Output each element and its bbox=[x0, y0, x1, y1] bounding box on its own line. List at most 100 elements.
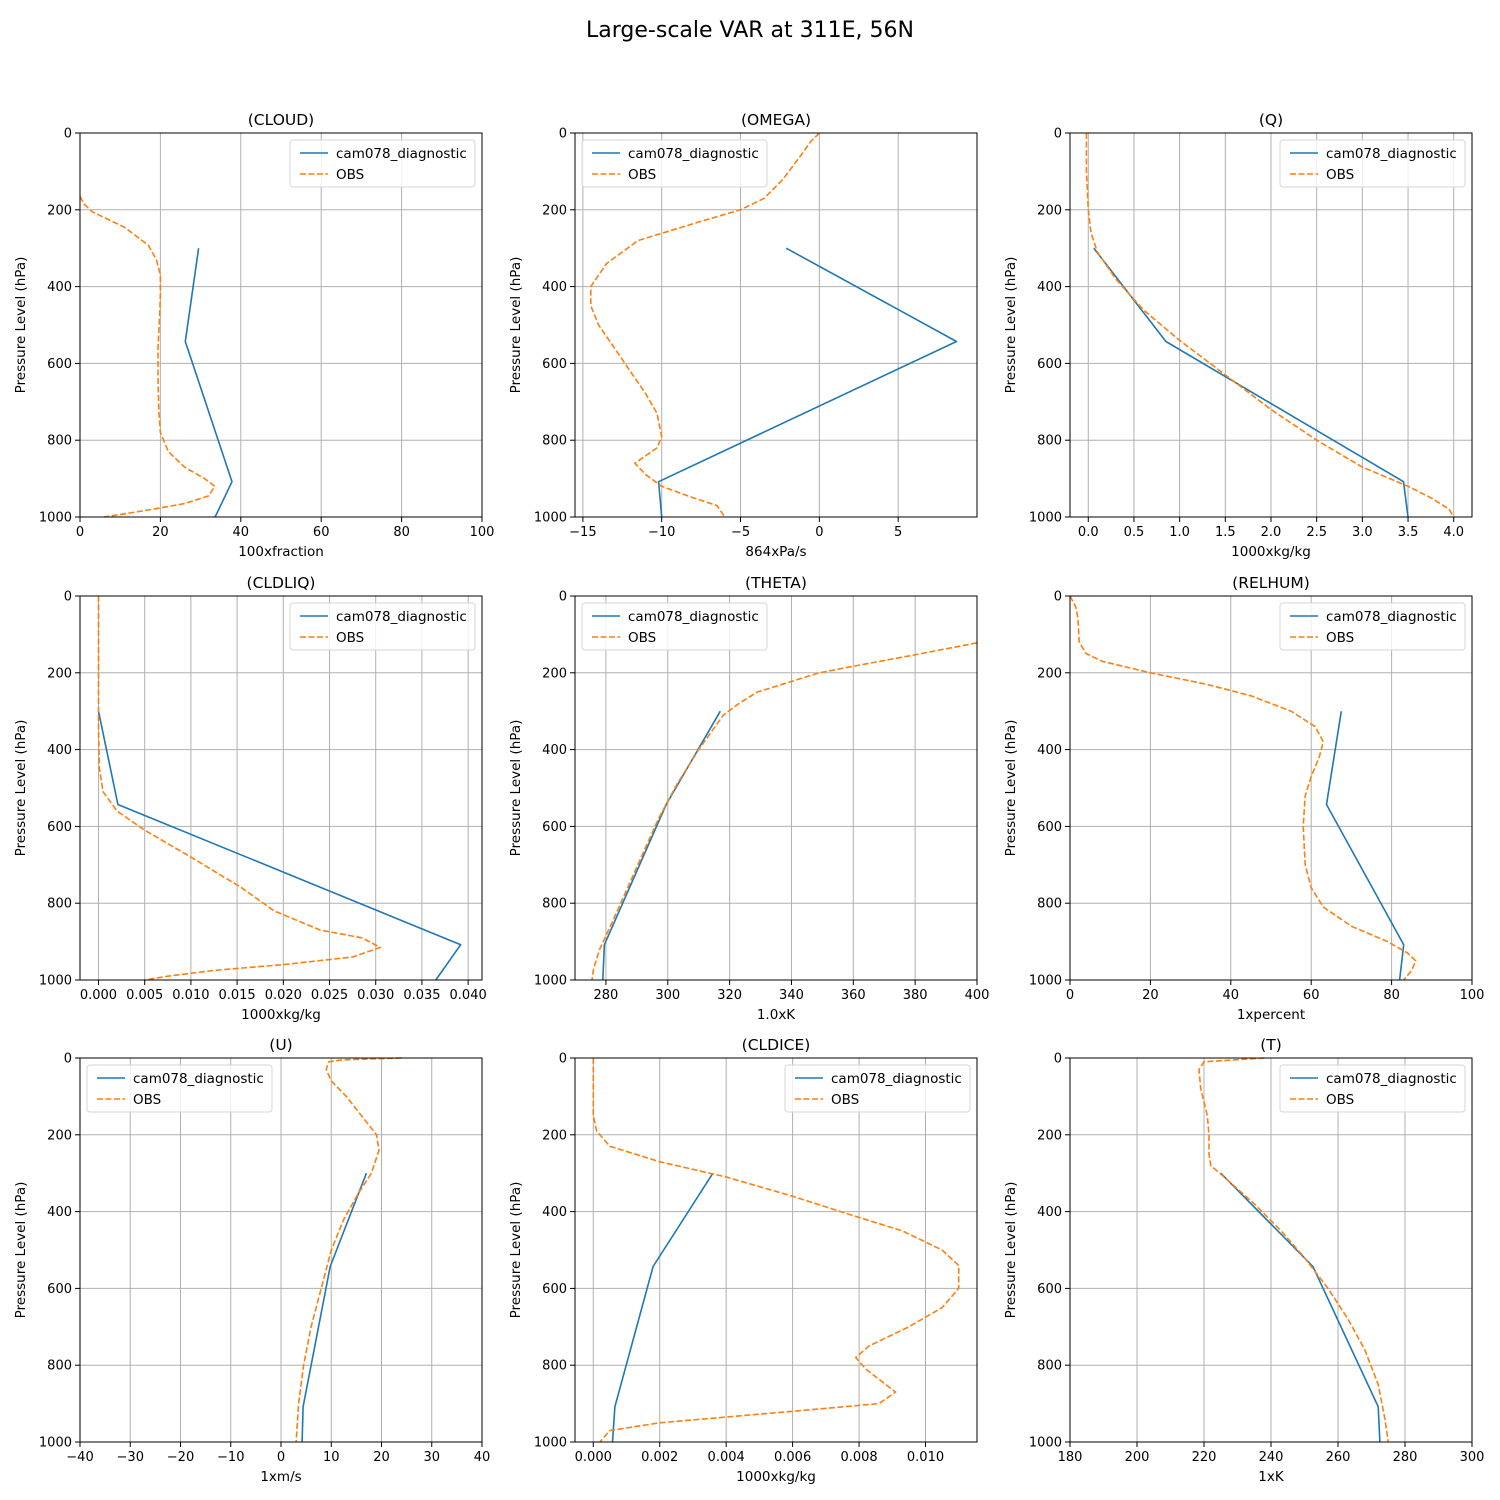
x-tick-label: 280 bbox=[1393, 1450, 1418, 1465]
panel-omega: −15 −10 −5 0 5 0 200 400 600 800 1000 (OMEGA) 864xPa… bbox=[508, 111, 978, 560]
legend-label: OBS bbox=[336, 630, 364, 646]
x-tick-label: −40 bbox=[66, 1450, 93, 1465]
y-tick-label: 800 bbox=[47, 434, 72, 449]
x-tick-label: 0.008 bbox=[840, 1450, 877, 1465]
y-axis-label: Pressure Level (hPa) bbox=[13, 1182, 29, 1319]
x-tick-label: 380 bbox=[903, 988, 928, 1003]
axes-frame bbox=[574, 132, 978, 518]
x-tick-label: 240 bbox=[1259, 1450, 1284, 1465]
y-tick-label: 600 bbox=[47, 357, 72, 372]
y-axis-label: Pressure Level (hPa) bbox=[1003, 720, 1019, 857]
panel-title: (U) bbox=[269, 1036, 292, 1054]
x-tick-label: 3.0 bbox=[1352, 525, 1373, 540]
x-tick-label: 400 bbox=[965, 988, 990, 1003]
panel-title: (CLDLIQ) bbox=[247, 574, 316, 592]
x-tick-label: 0.030 bbox=[357, 988, 394, 1003]
legend-frame bbox=[581, 139, 768, 188]
series-line-model bbox=[97, 711, 462, 981]
y-tick-label: 1000 bbox=[1029, 1436, 1062, 1451]
x-tick-label: 60 bbox=[1303, 988, 1320, 1003]
x-tick-label: 0.5 bbox=[1124, 525, 1145, 540]
y-tick-label: 400 bbox=[542, 743, 567, 758]
x-tick-label: 340 bbox=[779, 988, 804, 1003]
legend-frame bbox=[1279, 139, 1466, 188]
legend-label: cam078_diagnostic bbox=[628, 146, 759, 162]
x-tick-label: 80 bbox=[393, 525, 410, 540]
y-tick-label: 1000 bbox=[39, 1436, 72, 1451]
x-tick-label: 40 bbox=[1223, 988, 1240, 1003]
series-line-obs bbox=[1069, 595, 1417, 981]
x-axis-label: 1xK bbox=[1258, 1469, 1285, 1485]
y-tick-label: 0 bbox=[1054, 127, 1062, 142]
x-tick-label: −10 bbox=[217, 1450, 244, 1465]
x-tick-label: 0.040 bbox=[450, 988, 487, 1003]
x-tick-label: 0 bbox=[76, 525, 84, 540]
legend-label: cam078_diagnostic bbox=[1326, 1071, 1457, 1087]
x-tick-label: 100 bbox=[1460, 988, 1485, 1003]
y-axis-label: Pressure Level (hPa) bbox=[508, 720, 524, 857]
x-tick-label: 2.5 bbox=[1306, 525, 1327, 540]
series-line-model bbox=[1093, 247, 1409, 518]
x-tick-label: 300 bbox=[655, 988, 680, 1003]
x-tick-label: 220 bbox=[1192, 1450, 1217, 1465]
x-tick-label: 280 bbox=[594, 988, 619, 1003]
y-tick-label: 400 bbox=[542, 1205, 567, 1220]
x-tick-label: −15 bbox=[569, 525, 596, 540]
series-line-model bbox=[657, 247, 958, 518]
y-tick-label: 800 bbox=[47, 1359, 72, 1374]
series-line-obs bbox=[592, 1058, 960, 1443]
y-tick-label: 800 bbox=[47, 897, 72, 912]
panel-theta: 280 300 320 340 360 380 400 0 200 400 600 800 1000 (T… bbox=[508, 574, 989, 1023]
y-tick-label: 400 bbox=[47, 1205, 72, 1220]
y-tick-label: 1000 bbox=[39, 974, 72, 989]
y-tick-label: 200 bbox=[47, 666, 72, 681]
x-tick-label: 0.025 bbox=[311, 988, 348, 1003]
y-axis-label: Pressure Level (hPa) bbox=[508, 257, 524, 394]
y-tick-label: 0 bbox=[559, 590, 567, 605]
x-axis-label: 1000xkg/kg bbox=[1231, 544, 1311, 560]
x-tick-label: 0.005 bbox=[126, 988, 163, 1003]
figure-title: Large-scale VAR at 311E, 56N bbox=[586, 18, 914, 43]
x-tick-label: 320 bbox=[717, 988, 742, 1003]
legend: cam078_diagnostic OBS bbox=[581, 602, 768, 651]
legend-label: OBS bbox=[1326, 630, 1354, 646]
y-tick-label: 0 bbox=[1054, 1052, 1062, 1067]
legend: cam078_diagnostic OBS bbox=[86, 1064, 273, 1113]
y-tick-label: 800 bbox=[542, 1359, 567, 1374]
y-tick-label: 600 bbox=[1037, 357, 1062, 372]
legend-label: OBS bbox=[831, 1092, 859, 1108]
y-tick-label: 1000 bbox=[534, 974, 567, 989]
legend-frame bbox=[784, 1064, 971, 1113]
y-tick-label: 800 bbox=[1037, 1359, 1062, 1374]
x-tick-label: 0 bbox=[1066, 988, 1074, 1003]
x-tick-label: −5 bbox=[731, 525, 750, 540]
y-tick-label: 200 bbox=[1037, 1128, 1062, 1143]
x-axis-label: 864xPa/s bbox=[745, 544, 806, 560]
legend-label: cam078_diagnostic bbox=[831, 1071, 962, 1087]
legend-label: cam078_diagnostic bbox=[133, 1071, 264, 1087]
panel-title: (RELHUM) bbox=[1232, 574, 1310, 592]
legend-label: cam078_diagnostic bbox=[336, 609, 467, 625]
x-axis-label: 1000xkg/kg bbox=[241, 1007, 321, 1023]
legend-frame bbox=[289, 139, 476, 188]
y-axis-label: Pressure Level (hPa) bbox=[1003, 257, 1019, 394]
x-tick-label: 0.002 bbox=[641, 1450, 678, 1465]
y-tick-label: 800 bbox=[1037, 434, 1062, 449]
panel-cldice: 0.000 0.002 0.004 0.006 0.008 0.010 0 200 400 600… bbox=[508, 1036, 978, 1485]
y-tick-label: 1000 bbox=[534, 1436, 567, 1451]
x-tick-label: 0.000 bbox=[575, 1450, 612, 1465]
x-tick-label: 20 bbox=[373, 1450, 390, 1465]
series-line-model bbox=[301, 1172, 368, 1443]
panels: 0 20 40 60 80 10002004006008001000(CLOUD)100x… bbox=[13, 111, 1484, 1485]
y-tick-label: 600 bbox=[47, 1282, 72, 1297]
series-line-obs bbox=[1085, 133, 1455, 518]
panel-cldliq: 0.000 0.005 0.010 0.015 0.020 0.025 0.030 0.035… bbox=[13, 574, 487, 1023]
y-tick-label: 200 bbox=[1037, 203, 1062, 218]
y-tick-label: 200 bbox=[542, 203, 567, 218]
x-tick-label: 0.004 bbox=[708, 1450, 745, 1465]
panel-relhum: 0 20 40 60 80 10002004006008001000(RELHUM)1xp… bbox=[1003, 574, 1484, 1023]
x-tick-label: 2.0 bbox=[1261, 525, 1282, 540]
x-tick-label: 0.0 bbox=[1078, 525, 1099, 540]
panel-t: 180 200 220 240 260 280 300 0 200 400 600 800 1000 (T… bbox=[1003, 1036, 1484, 1485]
